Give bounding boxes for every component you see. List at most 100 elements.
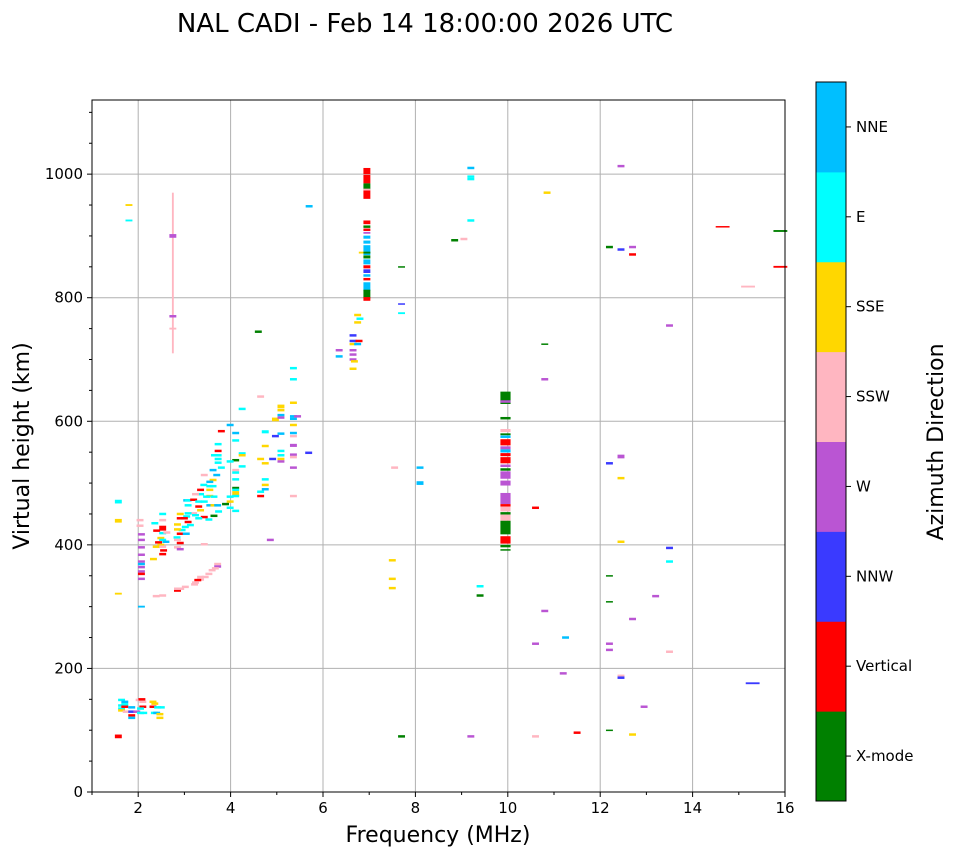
data-point-e <box>159 512 167 516</box>
y-tick-label: 800 <box>54 289 83 307</box>
data-point-ssw <box>174 546 181 549</box>
data-point-e <box>232 494 240 498</box>
colorbar-frame <box>815 81 847 802</box>
data-point-sse <box>149 700 157 704</box>
data-point-vertical <box>363 277 371 281</box>
data-point-w <box>137 577 145 581</box>
data-point-sse <box>289 423 297 427</box>
x-axis: 2 4 6 8 10 12 14 16 <box>91 792 795 817</box>
data-point-w <box>500 471 511 479</box>
x-tick-label: 4 <box>226 799 236 817</box>
data-point-ssw <box>139 700 147 704</box>
data-point-ssw <box>201 575 209 579</box>
data-point-nne <box>261 488 269 491</box>
data-point-vertical <box>355 339 363 343</box>
data-point-ssw <box>191 583 199 586</box>
data-point-w <box>133 710 141 713</box>
data-point-nne <box>162 540 170 544</box>
data-point-e <box>184 504 192 507</box>
data-point-vertical <box>159 552 167 556</box>
data-point-vertical <box>363 297 371 301</box>
data-point-e <box>467 175 475 178</box>
data-point-w <box>617 164 625 168</box>
data-point-w <box>169 315 177 318</box>
data-point-ssw <box>232 468 240 472</box>
data-point-e <box>197 492 205 496</box>
data-point-sse <box>277 404 285 409</box>
data-point-nne <box>206 504 214 507</box>
data-point-vertical <box>195 505 203 508</box>
data-point-nnw <box>745 682 760 685</box>
data-point-ssw <box>460 237 468 241</box>
data-point-ssw <box>136 524 144 527</box>
data-point-nnw <box>305 451 313 455</box>
data-point-nne <box>128 706 136 709</box>
data-point-nne <box>209 468 217 472</box>
data-point-e <box>210 454 218 457</box>
colorbar-segment-w <box>816 441 846 532</box>
data-point-sse <box>354 321 362 324</box>
data-point-nnw <box>398 303 406 305</box>
colorbar: X-mode Vertical NNW W SSW SSE E NNE <box>815 81 913 802</box>
data-point-nne <box>214 504 222 507</box>
data-point-x-mode <box>398 266 406 268</box>
data-point-x-mode <box>541 343 549 345</box>
data-point-x-mode <box>363 183 371 190</box>
data-point-vertical <box>573 731 581 734</box>
data-point-e <box>184 499 192 502</box>
data-point-sse <box>388 586 396 590</box>
data-point-w <box>629 245 637 249</box>
data-point-sse <box>151 702 159 705</box>
data-point-e <box>125 219 133 222</box>
colorbar-segment-nne <box>816 82 846 173</box>
data-point-vertical <box>190 498 198 501</box>
data-point-e <box>277 454 285 457</box>
data-point-w <box>541 609 549 613</box>
y-tick-label: 400 <box>54 536 83 554</box>
colorbar-tick-label: NNE <box>856 118 888 136</box>
data-point-e <box>209 484 217 488</box>
data-point-e <box>114 499 122 504</box>
x-tick-label: 10 <box>498 799 517 817</box>
data-point-w <box>500 400 511 403</box>
data-point-ssw <box>391 466 399 469</box>
data-point-w <box>294 415 302 418</box>
data-point-e <box>173 536 181 539</box>
data-point-nne <box>416 466 424 469</box>
data-point-ssw <box>500 429 511 433</box>
data-point-x-mode <box>500 416 511 420</box>
data-point-w <box>605 648 613 652</box>
data-point-ssw <box>171 192 174 354</box>
data-point-nne <box>277 432 285 435</box>
data-point-vertical <box>214 449 222 453</box>
y-tick-label: 600 <box>54 412 83 430</box>
data-point-e <box>195 500 203 503</box>
data-point-x-mode <box>232 458 240 462</box>
data-point-x-mode <box>363 251 371 254</box>
data-point-sse <box>543 191 551 194</box>
data-point-ssw <box>211 567 219 570</box>
data-point-vertical <box>257 494 265 498</box>
data-point-ssw <box>289 494 297 498</box>
data-point-w <box>277 416 285 419</box>
data-point-w <box>335 348 343 352</box>
data-point-ssw <box>163 531 171 534</box>
y-tick-label: 0 <box>73 783 83 801</box>
data-point-ssw <box>174 538 181 542</box>
data-point-w <box>652 594 660 598</box>
data-point-sse <box>617 540 625 544</box>
data-point-vertical <box>160 549 168 552</box>
data-point-e <box>226 460 234 463</box>
data-point-ssw <box>257 395 265 398</box>
data-point-nnw <box>269 457 277 461</box>
colorbar-tick-label: X-mode <box>856 747 913 765</box>
data-point-e <box>238 465 246 468</box>
data-point-ssw <box>159 518 167 522</box>
colorbar-segment-e <box>816 171 846 263</box>
data-point-w <box>532 642 539 645</box>
data-point-w <box>349 348 357 352</box>
data-point-vertical <box>184 520 192 524</box>
data-point-e <box>151 521 159 525</box>
data-point-w <box>289 453 297 456</box>
data-point-nne <box>363 259 371 265</box>
